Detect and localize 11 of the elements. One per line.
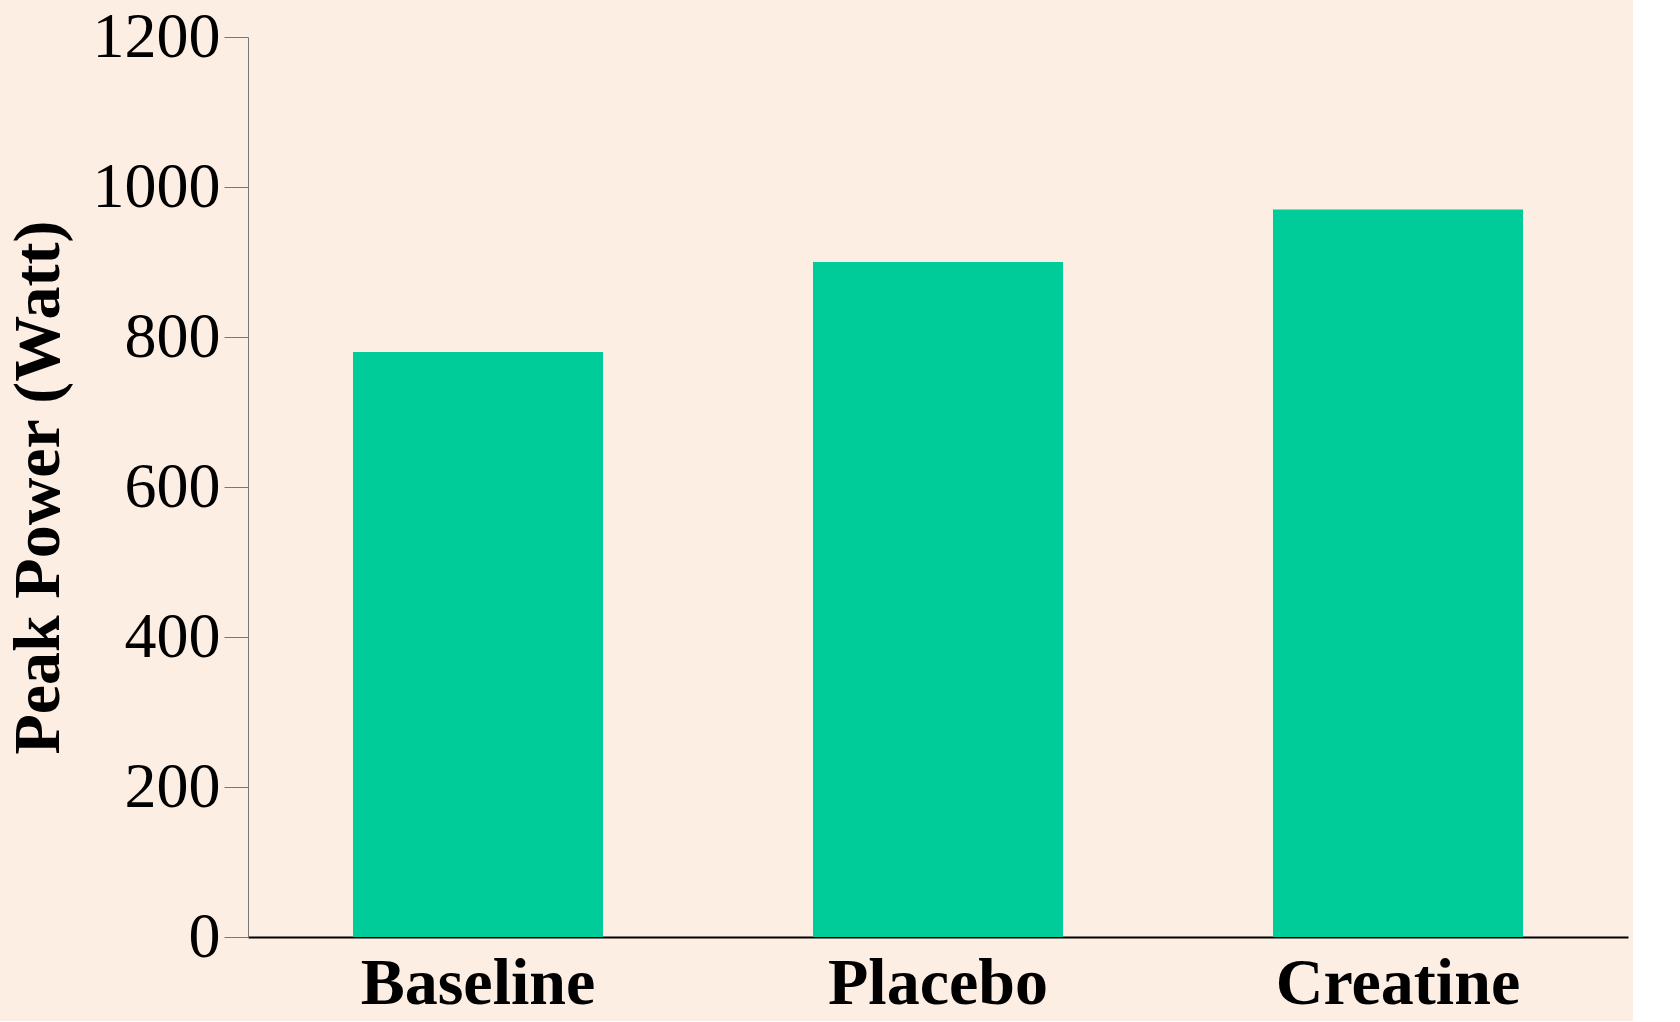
x-tick-label: Placebo [828, 944, 1048, 1018]
y-tick-label: 0 [188, 899, 221, 971]
x-tick-label: Creatine [1275, 944, 1521, 1018]
y-axis-title: Peak Power (Watt) [0, 220, 74, 755]
y-tick-label: 600 [124, 449, 221, 521]
y-tick-label: 400 [124, 599, 221, 671]
y-tick-label: 1200 [92, 0, 221, 71]
y-tick-label: 1000 [92, 149, 221, 221]
y-tick-label: 200 [124, 749, 221, 821]
x-tick-label: Baseline [360, 944, 596, 1018]
y-tick-label: 800 [124, 299, 221, 371]
